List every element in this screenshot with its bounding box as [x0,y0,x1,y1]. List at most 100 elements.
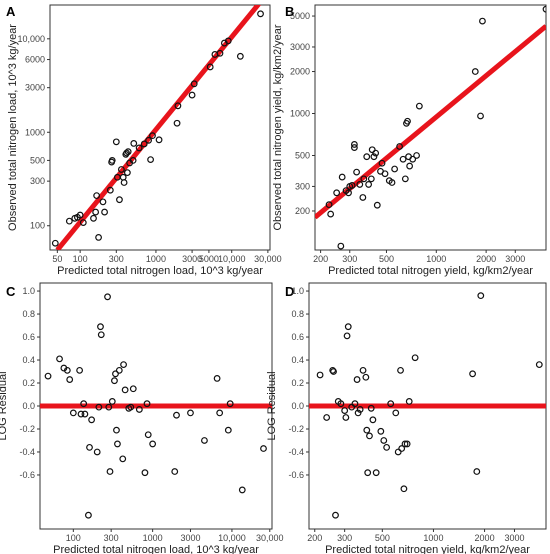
panel-b-point [370,153,378,161]
panel-c-point [143,400,151,408]
panel-d-point [383,443,391,451]
panel-b-y-tick-label: 2000 [290,67,310,77]
panel-c-x-tick-label: 3000 [180,533,200,543]
panel-c-point [97,331,105,339]
panel-a-point [79,219,87,227]
panel-a-y-tick-label: 300 [30,176,45,186]
panel-c-point [238,486,246,494]
panel-a-point [188,91,196,99]
panel-c-point [63,366,71,374]
panel-a-fit-line [55,5,262,250]
panel-d-point [356,406,364,413]
panel-d-y-tick-label: -0.2 [288,424,304,434]
panel-b-point [325,201,333,209]
panel-a-x-tick-label: 1000 [146,254,166,264]
panel-c-point [114,440,121,448]
panel-b-point [348,182,356,189]
panel-b-y-tick-label: 200 [295,206,310,216]
panel-c-y-tick-label: -0.2 [19,424,35,434]
panel-b-point [373,201,381,209]
panel-b-point [479,17,486,25]
panel-b-y-tick-label: 1000 [290,109,310,119]
panel-c-point [115,366,123,374]
panel-a-x-tick-label: 5000 [199,254,219,264]
panel-d-point [403,440,411,448]
panel-b-point [337,242,345,250]
panel-b-point [381,170,389,178]
panel-b-point [359,194,367,201]
panel-d-y-tick-label: 0.6 [291,332,304,342]
panel-c-point [77,410,85,418]
panel-a-point [108,157,116,164]
panel-d-point [354,409,362,417]
panel-d-point [411,354,419,362]
panel-c-x-axis-label: Predicted total nitrogen load, 10^3 kg/y… [53,544,259,554]
panel-d-point [344,323,352,331]
panel-c-point [93,448,101,456]
panel-d-point [367,404,375,412]
panel-a-x-tick-label: 3000 [182,254,202,264]
panel-a-point [129,157,137,164]
panel-d-point [330,368,337,375]
panel-c-point [201,437,208,444]
panel-a-point [236,52,244,60]
panel-a-y-tick-label: 6000 [25,55,45,65]
panel-c-y-tick-label: 0.2 [22,378,35,388]
panel-d-y-tick-label: 1.0 [291,286,304,296]
panel-a-point [124,148,132,156]
panel-c-point [121,386,129,394]
panel-b-point [350,144,358,151]
panel-c-point [105,403,113,411]
panel-a-point [65,217,73,225]
panel-c-y-tick-label: 0.6 [22,332,35,342]
panel-c-y-tick-label: -0.6 [19,470,35,480]
panel-c-point [127,403,135,411]
panel-c-point [86,443,93,451]
panel-d-x-tick-label: 3000 [504,533,524,543]
panel-b-point [372,149,380,157]
panel-d-point [359,366,367,374]
panel-d-y-tick-label: 0.4 [291,355,304,365]
panel-b-point [542,5,546,13]
panel-d-point [401,440,409,448]
panel-a-point [92,208,100,216]
panel-b-point [388,179,396,186]
panel-c-point [97,323,104,331]
panel-b-point [365,181,373,188]
panel-a-point [101,208,108,216]
panel-a-point [130,140,138,147]
panel-a-point [93,192,101,200]
panel-a-y-tick-label: 100 [30,221,45,231]
panel-b-point [415,102,423,110]
panel-d-x-tick-label: 2000 [475,533,495,543]
panel-a-point [99,198,107,206]
panel-b-x-tick-label: 500 [379,254,394,264]
panel-b-point [368,146,376,154]
panel-c-y-tick-label: 0.4 [22,355,35,365]
panel-b-x-axis-label: Predicted total nitrogen yield, kg/km2/y… [328,265,533,277]
panel-b-x-tick-label: 3000 [505,254,525,264]
panel-c-point [113,426,120,434]
panel-a-y-axis-label: Observed total nitrogen load, 10^3 kg/ye… [7,24,19,231]
panel-c-point [260,445,267,452]
panel-d-x-tick-label: 200 [307,533,322,543]
panel-d-point [387,400,395,408]
panel-b-point [367,175,375,183]
panel-d-y-tick-label: -0.4 [288,447,304,457]
panel-c-point [88,416,96,424]
panel-b-point [338,173,346,181]
panel-b-frame [314,4,547,251]
panel-d-point [337,400,345,408]
panel-a-x-tick-label: 10,000 [218,254,246,264]
panel-c-point [108,398,116,405]
panel-c-y-tick-label: 0.8 [22,309,35,319]
panel-b-point [360,175,368,183]
panel-letter-b: B [285,4,294,19]
panel-b-point [345,189,352,197]
panel-b-fit-line [315,24,546,220]
panel-c-point [226,400,234,408]
panel-d-point [535,361,543,369]
panel-c-x-tick-label: 100 [66,533,81,543]
panel-a-point [206,63,214,71]
